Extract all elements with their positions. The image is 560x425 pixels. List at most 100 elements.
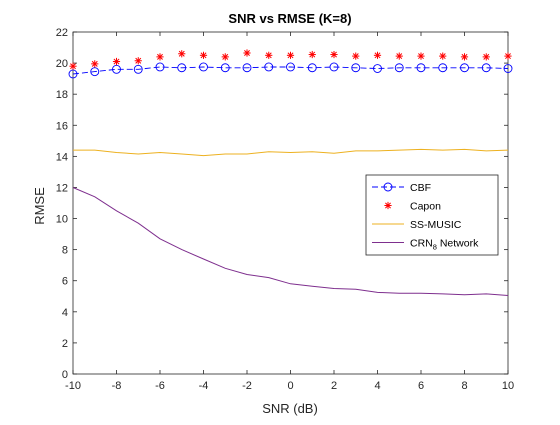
legend-label-suffix: Network bbox=[437, 238, 479, 250]
y-tick-label: 14 bbox=[56, 151, 68, 163]
point-cbf bbox=[373, 64, 382, 73]
point-cbf bbox=[199, 62, 208, 72]
y-tick-label: 16 bbox=[56, 120, 68, 132]
legend-entry-crn: CRN8 Network bbox=[372, 238, 479, 252]
star-stroke bbox=[439, 53, 446, 60]
legend-label-capon: Capon bbox=[410, 201, 441, 213]
point-capon bbox=[199, 51, 208, 59]
star-stroke bbox=[222, 53, 229, 60]
point-capon bbox=[156, 53, 164, 61]
legend-label-main: CRN bbox=[410, 238, 433, 250]
star-stroke bbox=[287, 52, 294, 59]
y-axis-label: RMSE bbox=[32, 187, 47, 225]
point-cbf bbox=[68, 69, 78, 79]
point-capon bbox=[330, 50, 338, 59]
x-tick-label: 2 bbox=[331, 380, 337, 392]
y-tick-label: 8 bbox=[62, 245, 68, 257]
x-tick-label: 0 bbox=[287, 380, 293, 392]
point-cbf bbox=[438, 63, 448, 73]
y-tick-label: 0 bbox=[62, 369, 68, 381]
star-stroke bbox=[135, 57, 142, 64]
chart-title: SNR vs RMSE (K=8) bbox=[228, 11, 351, 26]
point-cbf bbox=[242, 63, 252, 73]
y-tick-label: 4 bbox=[62, 307, 68, 319]
series-line-cbf bbox=[72, 66, 509, 75]
legend-label-cbf: CBF bbox=[410, 182, 431, 194]
star-stroke bbox=[309, 51, 316, 58]
point-capon bbox=[482, 53, 490, 61]
point-capon bbox=[91, 60, 99, 68]
legend-box bbox=[365, 174, 499, 256]
point-cbf bbox=[112, 64, 121, 74]
point-cbf bbox=[329, 62, 339, 72]
star-stroke bbox=[331, 51, 337, 58]
star-stroke bbox=[70, 63, 76, 70]
point-capon bbox=[243, 49, 251, 57]
point-cbf bbox=[307, 63, 317, 73]
y-tick-label: 10 bbox=[56, 214, 68, 226]
legend-marker-cbf bbox=[383, 182, 393, 192]
legend-marker-capon bbox=[384, 201, 392, 210]
x-tick-label: 8 bbox=[461, 380, 467, 392]
x-tick-label: -10 bbox=[65, 380, 81, 392]
star-stroke bbox=[483, 53, 490, 60]
star-stroke bbox=[352, 53, 359, 60]
star-stroke bbox=[374, 52, 381, 59]
series-ss-music bbox=[73, 148, 509, 157]
y-tick-label: 2 bbox=[62, 338, 68, 350]
point-cbf bbox=[351, 63, 361, 73]
point-capon bbox=[373, 51, 382, 59]
point-capon bbox=[69, 62, 77, 70]
point-capon bbox=[308, 50, 316, 59]
point-cbf bbox=[286, 62, 295, 72]
point-capon bbox=[439, 52, 447, 60]
point-capon bbox=[221, 53, 229, 61]
point-cbf bbox=[503, 64, 513, 73]
y-tick-label: 20 bbox=[56, 58, 68, 70]
x-tick-label: 6 bbox=[418, 380, 424, 392]
legend-entry-ss-music: SS-MUSIC bbox=[372, 219, 462, 231]
legend-label-main: SS-MUSIC bbox=[410, 219, 462, 231]
series-line-crn bbox=[72, 187, 509, 296]
x-tick-label: -4 bbox=[199, 380, 209, 392]
point-capon bbox=[178, 50, 186, 58]
legend-entry-capon: Capon bbox=[384, 201, 441, 213]
series-capon bbox=[69, 49, 512, 70]
legend: CBF Capon SS-MUSIC CRN8 Network bbox=[365, 174, 499, 256]
star-stroke bbox=[91, 60, 98, 67]
point-cbf bbox=[155, 62, 165, 72]
star-stroke bbox=[461, 53, 468, 60]
y-tick-label: 6 bbox=[62, 276, 68, 288]
x-axis-label: SNR (dB) bbox=[262, 401, 318, 416]
star-stroke bbox=[396, 53, 403, 60]
y-tick-label: 18 bbox=[56, 89, 68, 101]
star-stroke bbox=[113, 58, 120, 65]
legend-label-main: Capon bbox=[410, 201, 441, 213]
star-stroke bbox=[385, 202, 391, 209]
point-cbf bbox=[416, 63, 426, 73]
point-capon bbox=[395, 52, 403, 60]
star-stroke bbox=[157, 53, 163, 60]
point-cbf bbox=[264, 62, 274, 72]
point-capon bbox=[352, 52, 360, 60]
point-cbf bbox=[177, 63, 187, 73]
x-tick-label: 4 bbox=[374, 380, 380, 392]
legend-label-crn: CRN8 Network bbox=[410, 238, 479, 252]
legend-label-main: CBF bbox=[410, 182, 431, 194]
point-cbf bbox=[481, 63, 491, 73]
y-tick-label: 22 bbox=[56, 27, 68, 39]
y-tick-label: 12 bbox=[56, 182, 68, 194]
star-stroke bbox=[200, 52, 207, 59]
x-tick-label: 10 bbox=[502, 380, 514, 392]
point-capon bbox=[134, 57, 142, 65]
legend-entry-cbf: CBF bbox=[372, 182, 431, 194]
x-tick-label: -8 bbox=[112, 380, 122, 392]
point-capon bbox=[504, 52, 512, 60]
point-cbf bbox=[460, 63, 469, 73]
x-tick-label: -2 bbox=[242, 380, 252, 392]
series-layer bbox=[68, 49, 513, 296]
point-cbf bbox=[394, 63, 404, 73]
legend-label-subscript: 8 bbox=[433, 243, 437, 252]
